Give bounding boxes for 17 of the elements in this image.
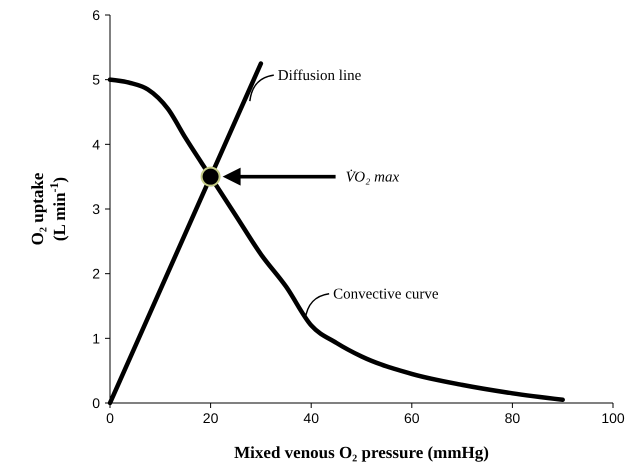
x-tick-label: 20 <box>202 410 219 426</box>
x-tick-label: 100 <box>601 410 625 426</box>
annotation: Convective curve <box>333 286 439 303</box>
y-tick-label: 1 <box>92 330 100 346</box>
x-tick-label: 0 <box>106 410 114 426</box>
x-tick-label: 80 <box>504 410 520 426</box>
x-tick-label: 40 <box>303 410 320 426</box>
annotation: V̇O₂ max <box>346 169 400 186</box>
annotation: Diffusion line <box>278 68 362 84</box>
y-tick-label: 6 <box>92 7 100 23</box>
y-tick-label: 0 <box>92 395 100 411</box>
y-tick-label: 2 <box>92 266 100 282</box>
y-tick-label: 4 <box>92 136 100 152</box>
x-axis-title: Mixed venous O₂ pressure (mmHg) <box>234 443 489 462</box>
y-tick-label: 5 <box>92 72 100 88</box>
y-tick-label: 3 <box>92 201 100 217</box>
x-tick-label: 60 <box>404 410 420 426</box>
